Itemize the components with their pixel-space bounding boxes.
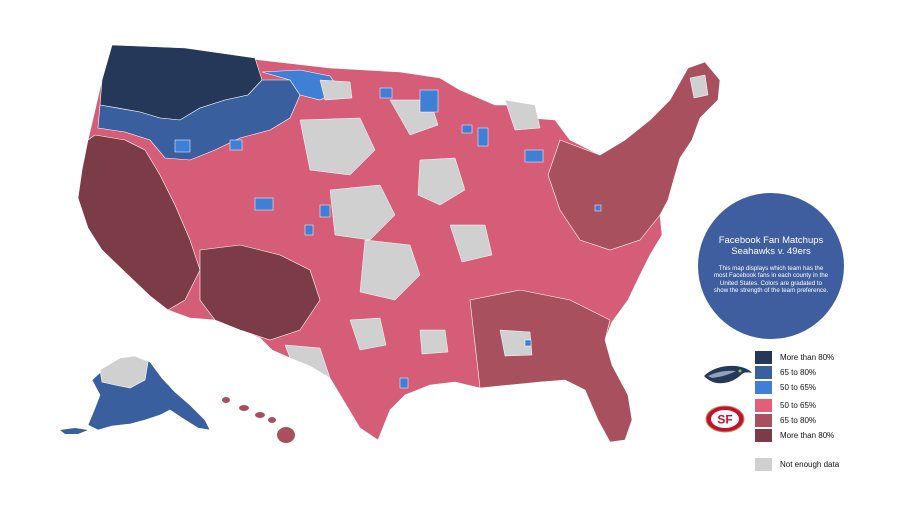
- seahawks-mid-region: [97, 79, 301, 161]
- niners-northeast-region: [547, 61, 721, 251]
- legend-label: 65 to 80%: [780, 416, 817, 425]
- legend-row-niners-80: More than 80%: [755, 429, 834, 442]
- seahawks-scattered-counties: [174, 87, 602, 389]
- legend-label: 50 to 65%: [780, 383, 817, 392]
- legend-swatch: [755, 458, 772, 471]
- legend-label: More than 80%: [780, 353, 835, 362]
- niners-southeast-region: [469, 289, 633, 443]
- info-circle: Facebook Fan Matchups Seahawks v. 49ers …: [698, 193, 844, 339]
- legend-row-seahawks-80: More than 80%: [755, 351, 834, 364]
- alaska-no-data: [99, 355, 149, 389]
- info-title-line1: Facebook Fan Matchups: [718, 235, 824, 246]
- info-title-line2: Seahawks v. 49ers: [731, 246, 811, 257]
- legend-label: 50 to 65%: [780, 401, 817, 410]
- niners-southwest-region: [199, 244, 321, 341]
- legend-label: More than 80%: [780, 431, 835, 440]
- legend-row-no-data: Not enough data: [755, 458, 839, 471]
- info-description: This map displays which team has the mos…: [713, 265, 829, 295]
- legend-row-seahawks-50: 50 to 65%: [755, 381, 816, 394]
- info-title: Facebook Fan Matchups Seahawks v. 49ers: [712, 235, 830, 257]
- hawaii: [222, 397, 295, 443]
- no-data-counties: [284, 74, 709, 379]
- legend-row-niners-50: 50 to 65%: [755, 399, 816, 412]
- legend-swatch: [755, 366, 772, 379]
- legend-label: Not enough data: [780, 460, 840, 469]
- legend-swatch: [755, 414, 772, 427]
- legend-swatch: [755, 381, 772, 394]
- seahawks-logo-icon: [704, 365, 752, 384]
- niners-california-region: [77, 134, 201, 311]
- legend-swatch: [755, 429, 772, 442]
- 49ers-logo-icon: SF: [705, 405, 745, 433]
- 49ers-logo-text: SF: [717, 413, 732, 427]
- legend-row-seahawks-65: 65 to 80%: [755, 366, 816, 379]
- legend-swatch: [755, 399, 772, 412]
- alaska-islands: [60, 428, 88, 434]
- legend-swatch: [755, 351, 772, 364]
- legend-row-niners-65: 65 to 80%: [755, 414, 816, 427]
- legend-label: 65 to 80%: [780, 368, 817, 377]
